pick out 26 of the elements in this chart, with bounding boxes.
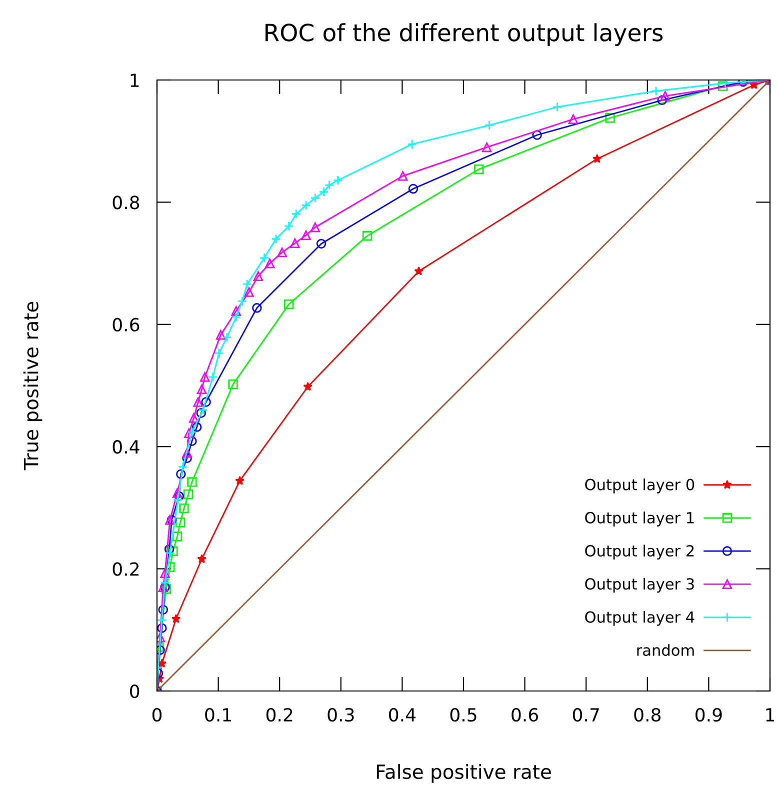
x-tick-label: 0.4 bbox=[389, 708, 416, 722]
y-tick-label: 0.8 bbox=[112, 196, 140, 210]
x-tick-label: 0.9 bbox=[696, 708, 722, 722]
x-tick-label: 0.8 bbox=[634, 708, 661, 722]
y-tick-label: 0.6 bbox=[112, 318, 140, 332]
x-tick-label: 0.2 bbox=[266, 708, 292, 722]
x-tick-label: 1 bbox=[766, 708, 774, 722]
y-tick-label: 1 bbox=[130, 74, 139, 87]
legend-label: Output layer 0 bbox=[585, 478, 694, 494]
y-axis-title: True positive rate bbox=[23, 302, 42, 470]
x-tick-label: 0.1 bbox=[205, 708, 231, 722]
x-tick-label: 0.5 bbox=[450, 708, 476, 722]
legend-label: Output layer 4 bbox=[585, 611, 694, 626]
chart-title: ROC of the different output layers bbox=[266, 23, 663, 46]
y-tick-label: 0.2 bbox=[112, 562, 139, 576]
x-tick-label: 0.3 bbox=[328, 708, 354, 722]
legend-label: Output layer 1 bbox=[585, 512, 694, 526]
x-tick-label: 0 bbox=[152, 708, 162, 722]
y-tick-label: 0 bbox=[130, 684, 140, 698]
x-tick-label: 0.7 bbox=[572, 708, 599, 722]
legend-label: Output layer 2 bbox=[585, 544, 694, 560]
legend-label: random bbox=[637, 644, 694, 656]
x-tick-label: 0.6 bbox=[512, 708, 538, 722]
y-tick-label: 0.4 bbox=[112, 440, 140, 454]
x-axis-title: False positive rate bbox=[376, 764, 551, 783]
legend-label: Output layer 3 bbox=[585, 578, 694, 593]
